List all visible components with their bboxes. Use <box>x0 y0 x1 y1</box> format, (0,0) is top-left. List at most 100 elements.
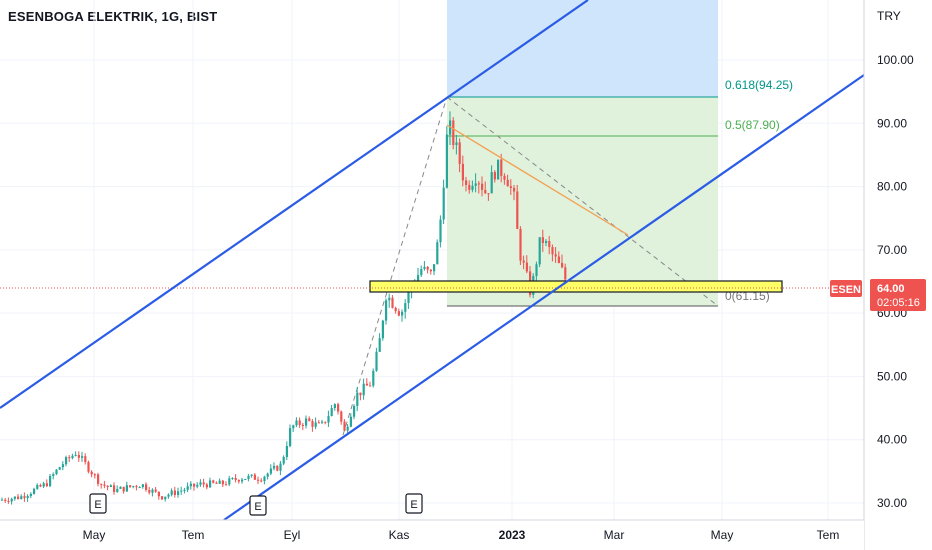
price-axis[interactable] <box>864 0 932 550</box>
candle-body <box>55 469 58 475</box>
candle-body <box>484 189 487 194</box>
candle-body <box>420 269 423 276</box>
candle-body <box>298 420 301 425</box>
candle-body <box>305 418 308 426</box>
candle-body <box>343 421 346 431</box>
candle-body <box>554 254 557 257</box>
candle-body <box>273 465 276 469</box>
candle-body <box>180 490 183 492</box>
candle-body <box>170 490 173 495</box>
earnings-marker[interactable]: E <box>249 495 267 516</box>
candle-body <box>295 420 298 426</box>
time-tick-label: May <box>711 528 734 542</box>
candle-body <box>301 424 304 426</box>
candle-body <box>375 351 378 371</box>
price-tick-label: 40.00 <box>877 433 907 447</box>
candle-body <box>490 172 493 194</box>
candle-body <box>122 486 125 492</box>
candle-body <box>497 159 500 180</box>
symbol-badge[interactable] <box>830 280 862 297</box>
candle-body <box>266 473 269 477</box>
candle-body <box>119 486 122 489</box>
candle-body <box>164 496 167 500</box>
candle-body <box>106 485 109 488</box>
candle-body <box>458 142 461 164</box>
candle-body <box>468 184 471 190</box>
candle-body <box>129 485 132 487</box>
earnings-marker[interactable]: E <box>89 493 107 514</box>
last-price-badge[interactable] <box>870 279 926 311</box>
time-tick-label: Tem <box>817 528 840 542</box>
candle-body <box>218 480 221 484</box>
price-tick-label: 70.00 <box>877 243 907 257</box>
candle-body <box>311 421 314 427</box>
fib-0618-label: 0.618(94.25) <box>725 78 793 92</box>
candle-body <box>20 496 23 499</box>
candle-body <box>397 311 400 316</box>
candle-body <box>231 477 234 479</box>
svg-text:E: E <box>94 499 101 511</box>
price-tick-label: 80.00 <box>877 180 907 194</box>
candle-body <box>500 159 503 176</box>
candle-body <box>81 456 84 458</box>
candle-body <box>378 338 381 352</box>
fib-anchor-line-up[interactable] <box>342 96 448 436</box>
candle-body <box>308 418 311 422</box>
candle-body <box>279 463 282 471</box>
candle-body <box>506 179 509 187</box>
candle-body <box>525 262 528 272</box>
candle-body <box>68 457 71 459</box>
time-tick-label: 2023 <box>499 528 526 542</box>
channel-lower-line[interactable] <box>223 74 865 521</box>
earnings-marker[interactable]: E <box>405 493 423 514</box>
candle-body <box>551 247 554 255</box>
candle-body <box>356 392 359 406</box>
time-tick-label: May <box>83 528 106 542</box>
candle-body <box>212 480 215 483</box>
last-price-text: 64.00 <box>877 283 905 295</box>
candle-body <box>244 478 247 480</box>
time-axis[interactable] <box>0 520 864 550</box>
candle-body <box>23 496 26 499</box>
candle-body <box>477 183 480 185</box>
candle-body <box>426 266 429 270</box>
candle-body <box>282 457 285 464</box>
candle-body <box>487 193 490 195</box>
candle-body <box>196 484 199 487</box>
candle-body <box>97 474 100 484</box>
time-labels: May Tem Eyl Kas 2023 Mar May Tem <box>83 528 840 542</box>
candle-body <box>429 269 432 272</box>
descending-trendline[interactable] <box>446 124 629 236</box>
candle-body <box>250 474 253 476</box>
time-tick-label: Mar <box>604 528 625 542</box>
candle-body <box>132 486 135 488</box>
symbol-badge-text: ESEN <box>831 284 861 296</box>
chart-title: ESENBOGA ELEKTRIK, 1G, BIST <box>8 9 218 24</box>
candle-body <box>340 411 343 422</box>
fib-anchor-line-down[interactable] <box>446 96 719 307</box>
fib-05-label: 0.5(87.90) <box>725 118 780 132</box>
support-zone[interactable] <box>369 280 783 293</box>
target-zone[interactable] <box>447 0 718 97</box>
candle-body <box>388 297 391 301</box>
candle-body <box>561 262 564 268</box>
candle-body <box>202 482 205 485</box>
candle-body <box>36 484 39 489</box>
time-tick-label: Tem <box>182 528 205 542</box>
candle-body <box>474 183 477 186</box>
candle-body <box>209 480 212 488</box>
candle-body <box>10 498 13 502</box>
channel-upper-line[interactable] <box>0 0 589 409</box>
candle-body <box>205 484 208 488</box>
candle-body <box>42 483 45 487</box>
price-tick-label: 100.00 <box>877 53 914 67</box>
candle-body <box>71 455 74 459</box>
candle-body <box>353 405 356 417</box>
candle-body <box>369 385 372 387</box>
candle-body <box>455 142 458 145</box>
candle-body <box>154 489 157 492</box>
candle-body <box>372 370 375 386</box>
candle-body <box>327 416 330 423</box>
candle-body <box>538 237 541 265</box>
